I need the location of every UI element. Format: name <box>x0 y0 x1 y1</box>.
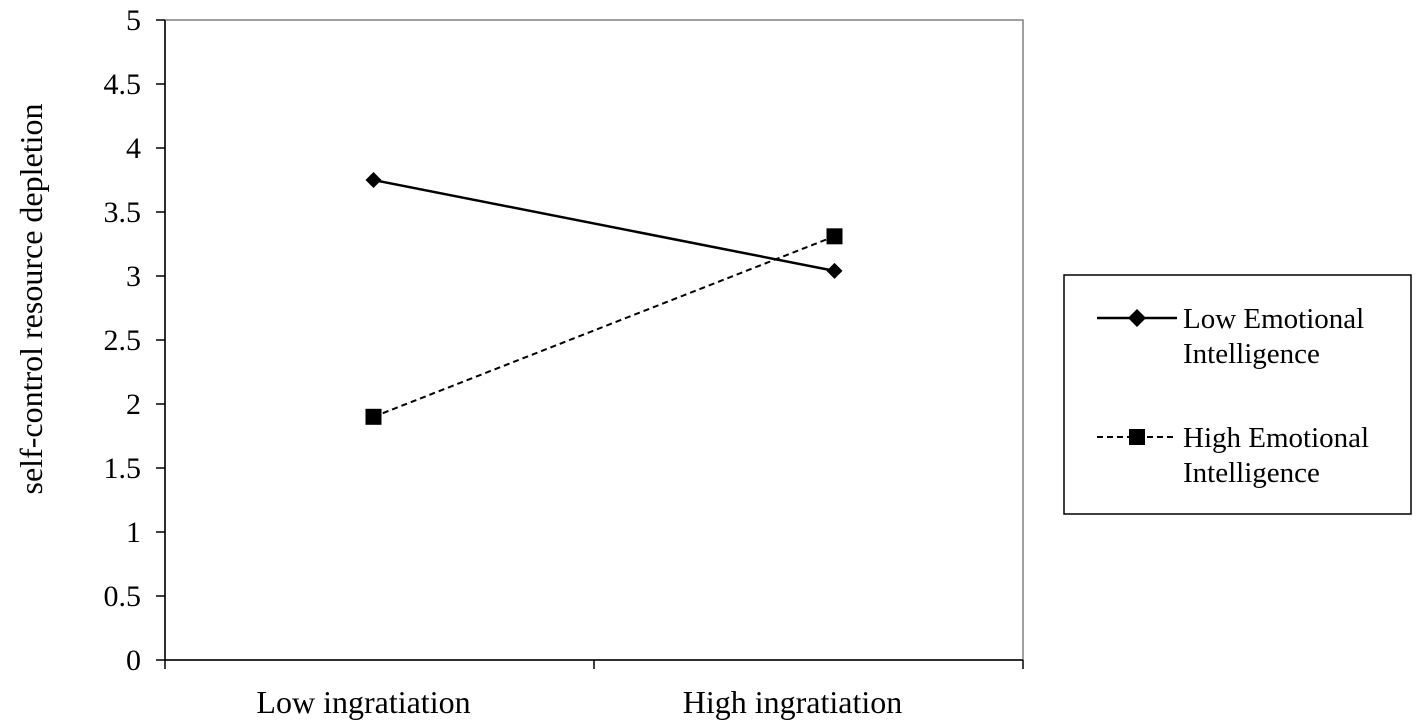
legend-entry-high-emotional-intelligence: High Emotional Intelligence <box>1097 422 1369 489</box>
legend-square-marker <box>1129 429 1145 445</box>
legend: Low Emotional Intelligence High Emotiona… <box>1063 274 1412 515</box>
x-category-label: Low ingratiation <box>256 684 470 720</box>
legend-diamond-marker <box>1128 309 1146 327</box>
y-tick-label: 5 <box>126 4 141 37</box>
y-tick-label: 0.5 <box>104 580 142 613</box>
y-tick-label: 3.5 <box>104 196 142 229</box>
data-point-diamond <box>826 262 843 279</box>
x-category-label: High ingratiation <box>683 684 903 720</box>
legend-label-line-2: Intelligence <box>1183 457 1320 489</box>
y-tick-label: 4 <box>126 132 141 165</box>
y-axis-ticks: 0 0.5 1 1.5 2 2.5 3 3.5 4 4.5 5 <box>104 4 165 677</box>
y-tick-label: 1.5 <box>104 452 142 485</box>
series-low-emotional-intelligence <box>365 172 843 279</box>
y-tick-label: 2.5 <box>104 324 142 357</box>
legend-label-line-1: Low Emotional <box>1183 303 1364 335</box>
y-tick-label: 1 <box>126 516 141 549</box>
y-tick-label: 3 <box>126 260 141 293</box>
x-axis-ticks: Low ingratiation High ingratiation <box>164 660 1024 720</box>
y-tick-label: 2 <box>126 388 141 421</box>
y-tick-label: 4.5 <box>104 68 142 101</box>
series-line <box>373 178 835 273</box>
series-line <box>373 235 835 418</box>
series-high-emotional-intelligence <box>365 228 843 425</box>
legend-label-line-1: High Emotional <box>1183 422 1369 454</box>
y-tick-label: 0 <box>126 644 141 677</box>
data-point-square <box>826 228 843 245</box>
data-point-square <box>365 408 382 425</box>
legend-label-line-2: Intelligence <box>1183 338 1320 370</box>
data-point-diamond <box>365 172 382 188</box>
y-axis-title: self-control resource depletion <box>13 104 49 495</box>
legend-box <box>1063 274 1412 515</box>
legend-entry-low-emotional-intelligence: Low Emotional Intelligence <box>1097 303 1364 370</box>
series-layer <box>365 172 843 425</box>
